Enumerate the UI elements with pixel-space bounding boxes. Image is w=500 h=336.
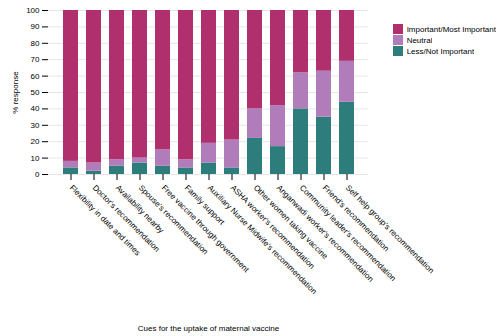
svg-text:10: 10	[31, 154, 40, 163]
svg-text:Family support: Family support	[183, 183, 227, 227]
svg-text:ASHA worker's recommendation: ASHA worker's recommendation	[228, 183, 317, 271]
html-text:Less/Not Important: Less/Not Important	[406, 46, 475, 56]
svg-text:Availability nearby: Availability nearby	[113, 183, 166, 236]
svg-text:60: 60	[31, 72, 40, 81]
svg-text:Auxiliary Nurse Midwife's reco: Auxiliary Nurse Midwife's recommendation	[206, 183, 319, 296]
svg-text:40: 40	[31, 104, 40, 113]
svg-text:100: 100	[26, 6, 40, 15]
svg-text:Self help group's recommendati: Self help group's recommendation	[344, 183, 436, 275]
svg-text:Other women taking vaccine: Other women taking vaccine	[251, 183, 330, 261]
svg-text:Friend's recommendation: Friend's recommendation	[320, 183, 391, 254]
svg-text:Free vaccine through governmen: Free vaccine through government	[159, 183, 251, 275]
svg-text:% response: % response	[11, 71, 20, 114]
svg-text:Community leader's recommendat: Community leader's recommendation	[298, 183, 398, 283]
html-text:Important/Most Important: Important/Most Important	[406, 24, 496, 34]
svg-text:Cues for the uptake of materna: Cues for the uptake of maternal vaccine	[138, 324, 280, 333]
svg-text:30: 30	[31, 121, 40, 130]
svg-text:Anganwadi worker's recommendat: Anganwadi worker's recommendation	[274, 183, 376, 284]
svg-text:90: 90	[31, 22, 40, 31]
svg-text:0: 0	[35, 170, 40, 179]
html-text:Neutral: Neutral	[406, 35, 433, 45]
svg-text:Flexibility in date and times: Flexibility in date and times	[67, 183, 143, 258]
svg-text:50: 50	[31, 88, 40, 97]
svg-text:80: 80	[31, 39, 40, 48]
svg-text:20: 20	[31, 137, 40, 146]
svg-text:70: 70	[31, 55, 40, 64]
svg-text:Doctor's recommendation: Doctor's recommendation	[90, 183, 162, 254]
svg-text:Spouse's recommendation: Spouse's recommendation	[136, 183, 210, 257]
